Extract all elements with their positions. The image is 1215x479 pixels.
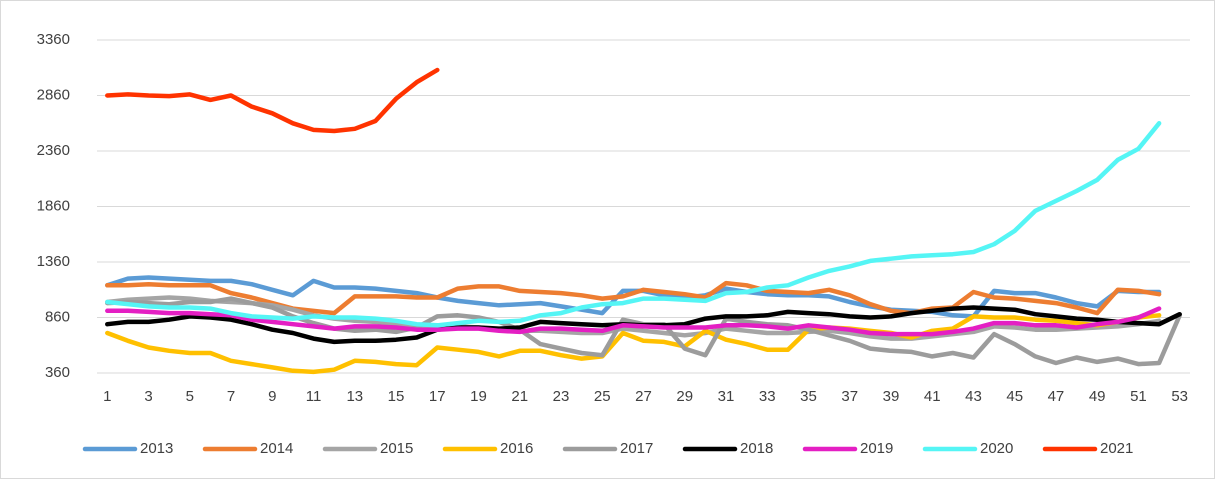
- x-tick-label: 29: [676, 388, 693, 405]
- legend-label: 2016: [500, 440, 533, 457]
- line-series: [105, 313, 1162, 375]
- x-tick-label: 45: [1006, 388, 1023, 405]
- x-tick-label: 39: [883, 388, 900, 405]
- x-tick-label: 21: [511, 388, 528, 405]
- x-tick-label: 23: [553, 388, 570, 405]
- line-series: [105, 121, 1162, 328]
- x-tick-label: 3: [144, 388, 152, 405]
- x-tick-label: 7: [227, 388, 235, 405]
- legend-label: 2014: [260, 440, 293, 457]
- x-tick-label: 11: [306, 388, 322, 405]
- legend-label: 2018: [740, 440, 773, 457]
- y-tick-label: 360: [45, 364, 70, 381]
- x-tick-label: 15: [388, 388, 405, 405]
- x-tick-label: 47: [1048, 388, 1065, 405]
- x-tick-label: 9: [268, 388, 276, 405]
- y-tick-label: 2860: [37, 86, 70, 103]
- legend-label: 2015: [380, 440, 413, 457]
- line-series: [105, 67, 440, 134]
- x-tick-label: 33: [759, 388, 776, 405]
- line-series: [105, 306, 1162, 337]
- legend-label: 2021: [1100, 440, 1133, 457]
- y-tick-label: 1360: [37, 253, 70, 270]
- x-tick-label: 31: [718, 388, 735, 405]
- y-tick-label: 1860: [37, 197, 70, 214]
- legend-label: 2020: [980, 440, 1013, 457]
- x-tick-label: 1: [103, 388, 111, 405]
- y-tick-label: 860: [45, 308, 70, 325]
- x-tick-label: 5: [186, 388, 194, 405]
- x-tick-label: 25: [594, 388, 611, 405]
- y-tick-label: 3360: [37, 31, 70, 48]
- x-tick-label: 13: [346, 388, 363, 405]
- y-tick-label: 2360: [37, 142, 70, 159]
- x-tick-label: 49: [1089, 388, 1106, 405]
- x-tick-label: 19: [470, 388, 487, 405]
- x-tick-label: 17: [429, 388, 446, 405]
- x-tick-label: 35: [800, 388, 817, 405]
- x-tick-label: 41: [924, 388, 941, 405]
- legend-label: 2017: [620, 440, 653, 457]
- legend-label: 2019: [860, 440, 893, 457]
- legend-label: 2013: [140, 440, 173, 457]
- line-series: [105, 295, 1162, 341]
- x-tick-label: 43: [965, 388, 982, 405]
- x-tick-label: 51: [1130, 388, 1147, 405]
- x-tick-label: 53: [1171, 388, 1188, 405]
- x-tick-label: 27: [635, 388, 652, 405]
- x-tick-label: 37: [841, 388, 858, 405]
